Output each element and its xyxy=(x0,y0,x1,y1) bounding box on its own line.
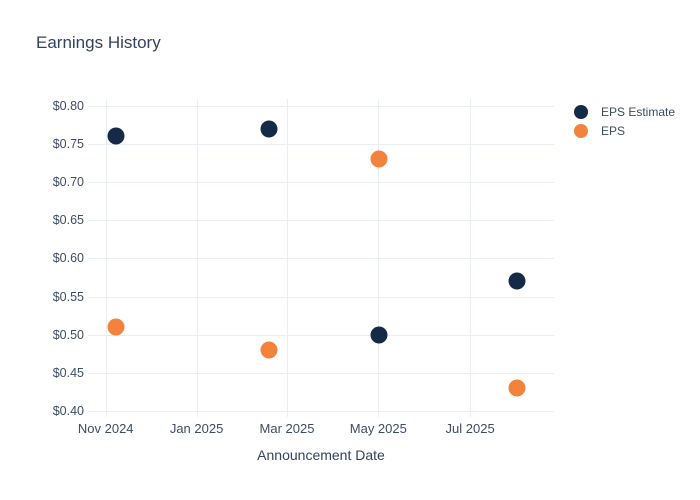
y-gridline xyxy=(88,220,554,222)
x-tick-label: Jul 2025 xyxy=(445,421,495,436)
plot-area xyxy=(88,99,554,417)
y-gridline xyxy=(88,105,554,107)
data-point-eps[interactable] xyxy=(260,341,278,359)
x-gridline xyxy=(286,99,288,417)
data-point-eps[interactable] xyxy=(107,318,125,336)
x-gridline xyxy=(196,99,198,417)
y-tick-label: $0.65 xyxy=(52,213,84,228)
data-point-eps[interactable] xyxy=(508,379,526,397)
x-gridline xyxy=(105,99,107,417)
legend-item-eps-estimate[interactable]: EPS Estimate xyxy=(574,105,675,119)
y-tick-label: $0.55 xyxy=(52,289,84,304)
x-tick-label: Nov 2024 xyxy=(77,421,134,436)
legend: EPS Estimate EPS xyxy=(574,105,675,143)
y-tick-label: $0.80 xyxy=(52,98,84,113)
data-point-eps[interactable] xyxy=(370,150,388,168)
data-point-eps-estimate[interactable] xyxy=(370,326,388,344)
y-tick-label: $0.50 xyxy=(52,327,84,342)
x-axis-title: Announcement Date xyxy=(257,447,385,463)
y-tick-label: $0.75 xyxy=(52,136,84,151)
eps-estimate-legend-marker-icon xyxy=(574,105,588,119)
x-tick-label: Mar 2025 xyxy=(259,421,315,436)
y-gridline xyxy=(88,296,554,298)
x-axis-labels: Nov 2024 Jan 2025 Mar 2025 May 2025 Jul 2025 xyxy=(78,421,554,437)
y-axis-labels: $0.80 $0.75 $0.70 $0.65 $0.60 $0.55 $0.50 $0.45… xyxy=(18,98,84,418)
chart-title: Earnings History xyxy=(36,33,161,52)
x-gridline xyxy=(470,99,472,417)
eps-legend-marker-icon xyxy=(574,124,588,138)
y-gridline xyxy=(88,182,554,184)
y-gridline xyxy=(88,334,554,336)
x-tick-label: Jan 2025 xyxy=(169,421,224,436)
legend-label-eps-estimate: EPS Estimate xyxy=(601,105,676,119)
y-tick-label: $0.40 xyxy=(52,403,84,418)
data-point-eps-estimate[interactable] xyxy=(260,120,278,138)
legend-label-eps: EPS xyxy=(601,124,626,138)
legend-item-eps[interactable]: EPS xyxy=(574,124,675,138)
y-tick-label: $0.60 xyxy=(52,251,84,266)
y-tick-label: $0.45 xyxy=(52,365,84,380)
y-gridline xyxy=(88,372,554,374)
y-gridline xyxy=(88,410,554,412)
data-point-eps-estimate[interactable] xyxy=(508,272,526,290)
y-gridline xyxy=(88,143,554,145)
y-tick-label: $0.70 xyxy=(52,175,84,190)
x-gridline xyxy=(378,99,380,417)
x-tick-label: May 2025 xyxy=(349,421,407,436)
y-gridline xyxy=(88,258,554,260)
data-point-eps-estimate[interactable] xyxy=(107,127,125,145)
